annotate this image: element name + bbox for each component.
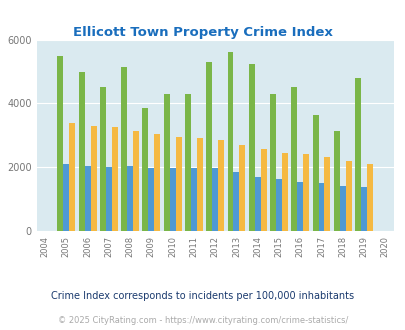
Bar <box>190 168 196 231</box>
Bar <box>100 87 106 231</box>
Bar <box>254 177 260 231</box>
Bar <box>212 168 217 231</box>
Bar <box>206 62 212 231</box>
Bar <box>121 67 127 231</box>
Bar <box>333 130 339 231</box>
Bar <box>324 157 330 231</box>
Bar <box>339 186 345 231</box>
Bar <box>169 168 175 231</box>
Bar <box>248 63 254 231</box>
Bar <box>354 78 360 231</box>
Bar <box>239 145 245 231</box>
Bar <box>69 122 75 231</box>
Bar <box>142 108 148 231</box>
Bar <box>296 182 303 231</box>
Bar <box>303 154 309 231</box>
Bar <box>185 94 190 231</box>
Bar <box>227 52 233 231</box>
Text: Crime Index corresponds to incidents per 100,000 inhabitants: Crime Index corresponds to incidents per… <box>51 291 354 301</box>
Bar <box>291 87 296 231</box>
Bar <box>57 55 63 231</box>
Bar <box>366 164 372 231</box>
Bar <box>345 161 351 231</box>
Bar <box>84 166 90 231</box>
Bar <box>312 115 318 231</box>
Bar <box>275 179 281 231</box>
Bar <box>233 172 239 231</box>
Bar <box>163 94 169 231</box>
Text: © 2025 CityRating.com - https://www.cityrating.com/crime-statistics/: © 2025 CityRating.com - https://www.city… <box>58 316 347 325</box>
Bar <box>154 134 160 231</box>
Bar <box>360 187 366 231</box>
Bar <box>133 130 139 231</box>
Bar <box>111 127 117 231</box>
Bar <box>90 126 96 231</box>
Bar <box>260 149 266 231</box>
Bar <box>269 94 275 231</box>
Text: Ellicott Town Property Crime Index: Ellicott Town Property Crime Index <box>73 26 332 39</box>
Bar <box>217 140 224 231</box>
Bar <box>79 72 84 231</box>
Bar <box>281 153 287 231</box>
Bar <box>127 166 133 231</box>
Bar <box>175 137 181 231</box>
Bar <box>148 168 154 231</box>
Bar <box>106 167 111 231</box>
Bar <box>196 139 202 231</box>
Bar <box>318 183 324 231</box>
Bar <box>63 164 69 231</box>
